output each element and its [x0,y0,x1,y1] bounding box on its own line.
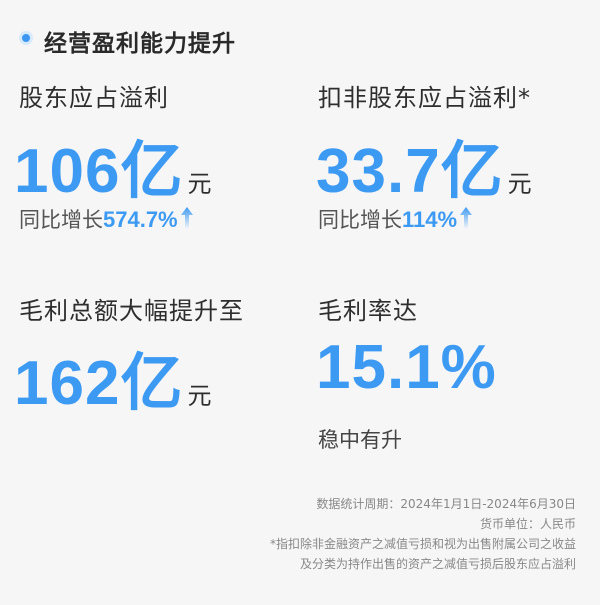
metric-label-gross-margin: 毛利率达 [318,297,418,325]
section-title: 经营盈利能力提升 [44,31,236,57]
growth-label: 同比增长 [318,208,402,232]
footnote-note-line1: *指扣除非金融资产之减值亏损和视为出售附属公司之收益 [269,537,576,551]
metric-label-net-profit: 股东应占溢利 [19,84,169,112]
arrow-up-icon [180,207,193,229]
metric-value: 106亿 [14,137,184,206]
footnote-currency: 货币单位：人民币 [479,517,576,531]
metric-unit: 元 [187,383,212,410]
metric-unit: 元 [187,171,212,198]
metric-label-adjusted-net-profit: 扣非股东应占溢利* [318,84,531,112]
metric-label-gross-profit: 毛利总额大幅提升至 [19,297,244,325]
metric-value-gross-profit: 162亿元 [14,332,211,422]
metric-value-adjusted-net-profit: 33.7亿元 [316,120,532,210]
metric-note-gross-margin: 稳中有升 [318,428,402,452]
arrow-up-icon [460,207,473,229]
growth-value: 574.7% [103,207,178,232]
footnote-note-line2: 及分类为持作出售的资产之减值亏损后股东应占溢利 [299,557,576,571]
metric-value-gross-margin: 15.1% [316,333,497,402]
section-bullet-icon [19,31,33,45]
growth-label: 同比增长 [19,208,103,232]
metric-value: 162亿 [14,349,184,418]
metric-value-net-profit: 106亿元 [14,120,211,210]
metric-growth-net-profit: 同比增长574.7% [19,204,194,234]
growth-value: 114% [402,207,458,232]
metric-unit: 元 [507,171,532,198]
metric-growth-adjusted-net-profit: 同比增长114% [318,204,473,234]
metric-value: 33.7亿 [316,137,504,206]
footnote-period: 数据统计周期：2024年1月1日-2024年6月30日 [316,497,576,511]
